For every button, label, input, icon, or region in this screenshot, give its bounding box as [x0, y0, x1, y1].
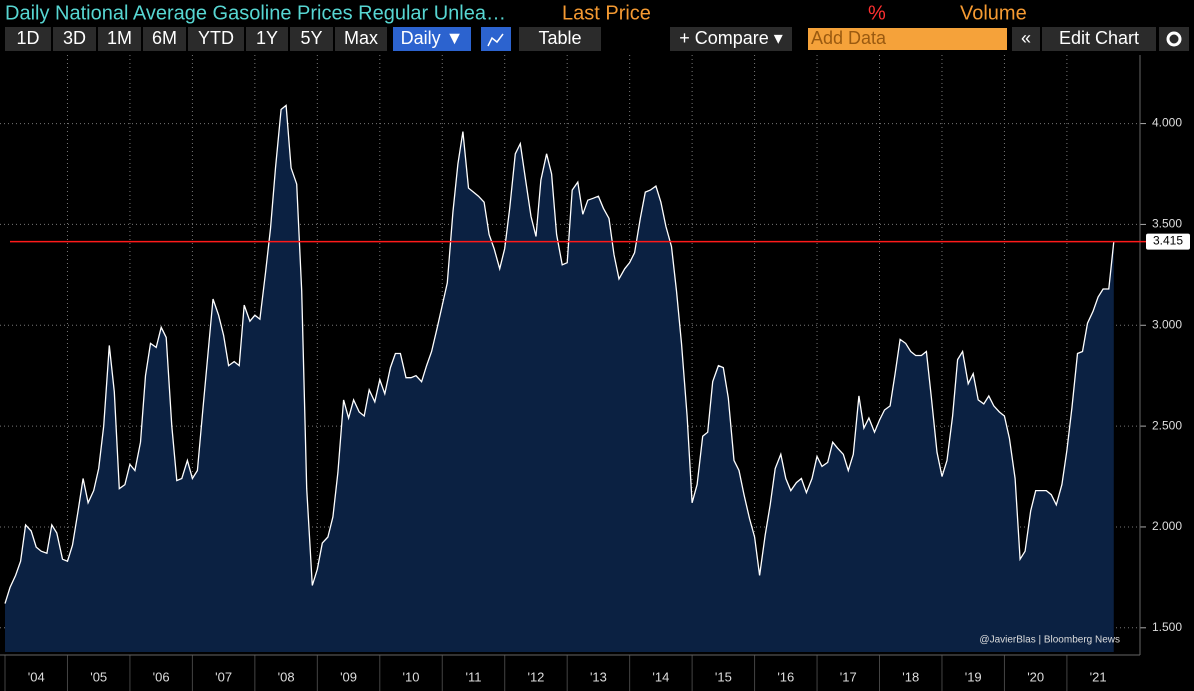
edit-button[interactable]: Edit Chart — [1059, 28, 1139, 48]
toolbar: 1D 3D 1M 6M YTD 1Y 5Y Max Daily ▼ Table + Compare … — [5, 27, 1189, 51]
y-tick-label: 1.500 — [1152, 620, 1182, 634]
range-button-bg[interactable] — [53, 27, 96, 51]
plot: 1.500 2.000 2.500 3.000 3.500 4.000 '04 '05 '06 '… — [0, 55, 1190, 691]
x-tick-label: '07 — [215, 669, 232, 684]
settings-icon — [1166, 31, 1182, 47]
x-tick-label: '12 — [527, 669, 544, 684]
x-tick-label: '08 — [278, 669, 295, 684]
range-button-bg[interactable] — [246, 27, 288, 51]
x-tick-label: '04 — [28, 669, 45, 684]
compare-button[interactable]: + Compare ▾ — [679, 28, 783, 48]
x-tick-label: '05 — [90, 669, 107, 684]
x-tick-label: '15 — [715, 669, 732, 684]
x-tick-label: '13 — [590, 669, 607, 684]
price-line — [4, 104, 1115, 604]
field-label: Last Price — [562, 2, 651, 24]
range-button[interactable]: 1M — [107, 28, 132, 48]
edit-button-bg[interactable] — [1042, 27, 1156, 51]
field-label: % — [868, 2, 886, 24]
y-tick-label: 3.000 — [1152, 317, 1182, 331]
x-tick-label: '14 — [652, 669, 669, 684]
range-button[interactable]: Max — [344, 28, 378, 48]
chart-icon — [487, 33, 504, 47]
range-button-bg[interactable] — [290, 27, 333, 51]
add-data-field[interactable] — [808, 28, 1007, 50]
settings-button-bg[interactable] — [1159, 27, 1189, 51]
x-tick-label: '16 — [777, 669, 794, 684]
field-label: Volume — [960, 2, 1027, 24]
table-button[interactable]: Table — [538, 28, 581, 48]
y-tick-label: 2.000 — [1152, 519, 1182, 533]
range-button-bg[interactable] — [143, 27, 186, 51]
chart-type-button-bg[interactable] — [481, 27, 511, 51]
x-tick-label: '20 — [1027, 669, 1044, 684]
x-tick-label: '21 — [1090, 669, 1107, 684]
range-button-bg[interactable] — [5, 27, 51, 51]
x-tick-label: '10 — [403, 669, 420, 684]
last-price-label: 3.415 — [1153, 234, 1183, 248]
range-button[interactable]: 1Y — [256, 28, 278, 48]
collapse-icon: « — [1021, 28, 1031, 48]
y-tick-label: 4.000 — [1152, 116, 1182, 130]
frequency-button[interactable]: Daily ▼ — [401, 28, 464, 48]
collapse-button-bg[interactable] — [1012, 27, 1040, 51]
range-button-bg[interactable] — [335, 27, 387, 51]
y-tick-label: 2.500 — [1152, 418, 1182, 432]
last-price-box — [1146, 233, 1190, 250]
add-data-placeholder[interactable]: Add Data — [811, 28, 887, 48]
chart-title: Daily National Average Gasoline Prices R… — [5, 2, 506, 24]
x-tick-label: '09 — [340, 669, 357, 684]
x-tick-label: '17 — [840, 669, 857, 684]
range-button[interactable]: 6M — [152, 28, 177, 48]
range-button[interactable]: 3D — [63, 28, 86, 48]
frequency-button-bg[interactable] — [393, 27, 471, 51]
x-tick-label: '19 — [965, 669, 982, 684]
source: @JavierBlas | Bloomberg News — [979, 635, 1120, 646]
x-tick-label: '06 — [153, 669, 170, 684]
table-button-bg[interactable] — [519, 27, 601, 51]
range-button[interactable]: 5Y — [300, 28, 322, 48]
range-button-bg[interactable] — [98, 27, 141, 51]
range-button-bg[interactable] — [188, 27, 244, 51]
y-tick-label: 3.500 — [1152, 217, 1182, 231]
compare-button-bg[interactable] — [670, 27, 792, 51]
x-tick-label: '18 — [902, 669, 919, 684]
range-button[interactable]: YTD — [198, 28, 234, 48]
x-tick-label: '11 — [465, 669, 481, 684]
range-button[interactable]: 1D — [16, 28, 39, 48]
